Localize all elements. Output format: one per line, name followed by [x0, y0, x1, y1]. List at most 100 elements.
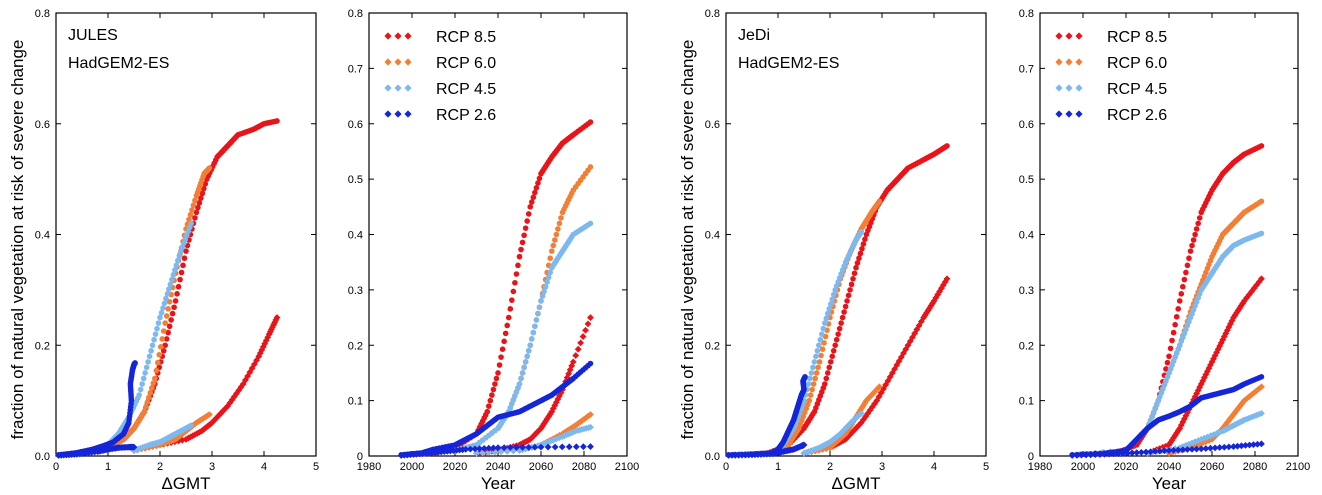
data-point	[1174, 427, 1182, 435]
x-tick-label: 2000	[1071, 461, 1095, 473]
data-point	[210, 417, 218, 424]
data-point	[177, 276, 183, 283]
legend-item-rcp60: RCP 6.0	[1055, 55, 1167, 72]
data-point	[160, 328, 167, 334]
series-rcp45_b	[1144, 409, 1265, 457]
data-point	[900, 349, 907, 357]
data-point	[1105, 450, 1113, 458]
data-point	[246, 368, 254, 376]
data-point	[160, 305, 166, 311]
data-point	[587, 164, 594, 170]
data-point	[1258, 440, 1265, 448]
data-point	[163, 336, 170, 342]
data-point	[549, 405, 557, 412]
y-tick-label: 0.8	[705, 8, 720, 20]
data-point	[1220, 443, 1228, 451]
y-tick-label: 0.3	[1019, 285, 1034, 297]
data-point	[522, 225, 529, 231]
data-point	[139, 381, 145, 387]
y-tick-label: 0	[357, 451, 363, 463]
data-point	[1168, 449, 1176, 456]
data-point	[838, 320, 844, 326]
data-point	[1190, 237, 1197, 243]
y-tick-label: 0.4	[348, 230, 363, 242]
data-point	[192, 215, 198, 221]
legend-marker	[1075, 84, 1083, 92]
data-point	[866, 406, 874, 414]
data-point	[819, 346, 826, 353]
data-point	[1101, 450, 1108, 458]
data-point	[158, 310, 165, 316]
data-point	[221, 405, 229, 412]
data-point	[558, 443, 566, 451]
series-rcp26_b	[725, 441, 808, 459]
data-point	[1179, 418, 1187, 426]
x-tick-label: 2000	[400, 461, 424, 473]
data-point	[810, 381, 817, 387]
data-point	[1186, 255, 1192, 262]
data-point	[174, 291, 180, 297]
x-tick-label: 2060	[1200, 461, 1224, 473]
data-point	[516, 381, 523, 387]
data-point	[1167, 345, 1174, 352]
data-point	[505, 314, 512, 321]
data-point	[1124, 449, 1131, 457]
x-tick-label: 2	[157, 461, 163, 473]
data-point	[1248, 288, 1256, 295]
data-point	[552, 237, 558, 243]
data-point	[176, 253, 183, 259]
data-point	[822, 320, 828, 326]
data-point	[256, 349, 264, 357]
x-tick-label: 0	[53, 461, 59, 473]
data-point	[196, 200, 203, 206]
x-tick-label: 3	[209, 461, 215, 473]
data-point	[1250, 441, 1257, 449]
plot-area	[55, 118, 281, 459]
data-point	[547, 255, 554, 262]
data-point	[1222, 420, 1230, 428]
data-point	[1216, 342, 1224, 350]
data-point	[172, 267, 178, 273]
data-point	[835, 331, 841, 337]
data-point	[1176, 298, 1183, 304]
legend-label: RCP 6.0	[436, 55, 496, 72]
data-point	[806, 397, 812, 404]
data-point	[494, 444, 502, 452]
legend-marker	[1055, 84, 1063, 92]
y-tick-label: 0.6	[1019, 119, 1034, 131]
data-point	[539, 293, 546, 300]
data-point	[1165, 447, 1173, 454]
legend-marker	[1065, 110, 1073, 118]
data-point	[513, 271, 520, 277]
data-point	[832, 342, 838, 349]
data-point	[1184, 446, 1191, 453]
data-point	[551, 443, 559, 451]
data-point	[146, 394, 152, 401]
data-point	[1192, 231, 1198, 238]
data-point	[1190, 443, 1197, 450]
data-point	[548, 248, 555, 254]
series-rcp85_a	[725, 143, 950, 458]
series-rcp85_a	[398, 119, 594, 458]
y-tick-label: 0.1	[348, 396, 363, 408]
data-point	[500, 444, 508, 452]
data-point	[1078, 451, 1085, 459]
data-point	[812, 375, 818, 382]
data-point	[146, 353, 153, 360]
data-point	[533, 317, 540, 323]
y-tick-label: 0.6	[35, 119, 50, 131]
data-point	[183, 248, 189, 254]
data-point	[259, 343, 267, 351]
y-tick-label: 0.3	[348, 285, 363, 297]
data-point	[175, 283, 182, 290]
data-point	[847, 287, 853, 293]
y-tick-label: 0.4	[35, 230, 50, 242]
legend-marker	[1065, 84, 1073, 92]
data-point	[165, 329, 171, 336]
data-point	[1110, 450, 1118, 458]
data-point	[1258, 230, 1265, 237]
data-point	[853, 424, 861, 431]
series-rcp26_b	[397, 443, 594, 459]
data-point	[826, 306, 833, 312]
data-point	[819, 331, 825, 337]
